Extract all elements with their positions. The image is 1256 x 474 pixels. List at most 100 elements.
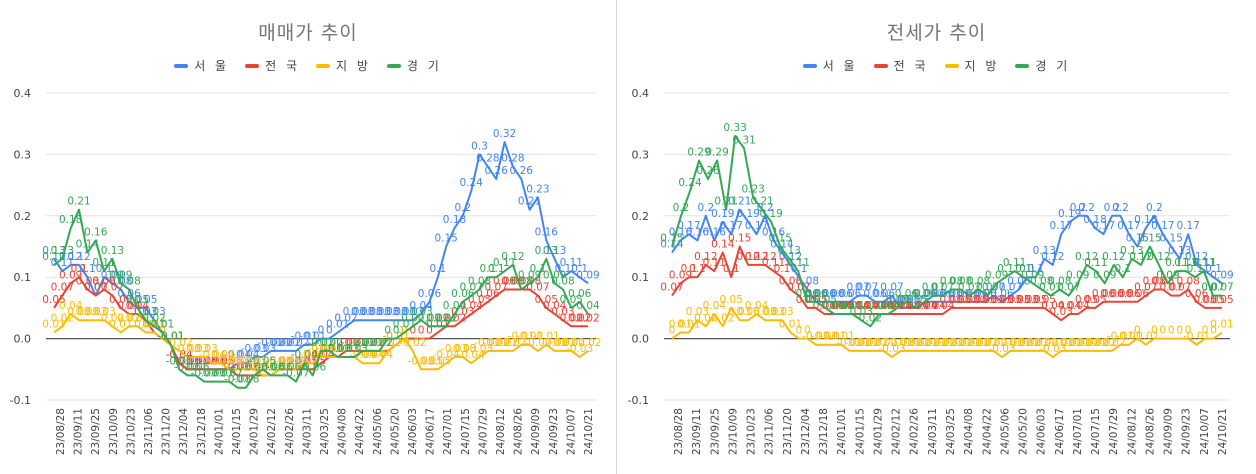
data-label: -0.02 — [1005, 337, 1032, 349]
data-label: -0.01 — [811, 331, 838, 343]
legend-item-전국[interactable]: 전 국 — [245, 57, 300, 74]
data-label: 0.01 — [109, 318, 132, 330]
x-tick-label: 24/08/26 — [513, 408, 525, 455]
legend-item-경기[interactable]: 경 기 — [386, 57, 442, 74]
data-label: 0 — [804, 325, 811, 337]
legend-item-전국[interactable]: 전 국 — [873, 57, 929, 74]
x-tick-label: 23/08/28 — [673, 408, 685, 455]
x-tick-label: 24/09/23 — [548, 408, 560, 455]
data-label: 0.1 — [480, 263, 497, 275]
data-label: 0.02 — [859, 312, 882, 324]
data-label: 0.06 — [418, 288, 442, 300]
data-label: 0.15 — [660, 233, 683, 245]
y-tick-label: 0.1 — [632, 271, 650, 284]
data-label: 0.07 — [1039, 282, 1062, 294]
data-label: 0.26 — [510, 165, 534, 177]
data-label: 0.17 — [1117, 220, 1140, 232]
data-label: -0.01 — [828, 331, 855, 343]
data-label: 0.05 — [1210, 294, 1233, 306]
data-label: 0.03 — [376, 306, 399, 318]
legend-item-지방[interactable]: 지 방 — [316, 57, 371, 74]
data-label: 0.26 — [696, 165, 720, 177]
data-label: 0.18 — [1134, 214, 1157, 226]
data-label: 0.1 — [488, 263, 505, 275]
data-label: 0.06 — [830, 288, 854, 300]
x-tick-label: 23/12/18 — [196, 408, 208, 455]
data-label: -0.05 — [274, 355, 301, 367]
data-label: 0.07 — [976, 282, 999, 294]
data-label: -0.01 — [508, 331, 535, 343]
data-label: 0.1 — [774, 263, 791, 275]
data-label: 0.32 — [493, 128, 516, 140]
data-label: 0.05 — [814, 294, 837, 306]
data-label: 0.06 — [923, 288, 947, 300]
data-label: -0.06 — [266, 361, 293, 373]
data-label: -0.03 — [182, 343, 209, 355]
data-label: 0.04 — [923, 300, 947, 312]
data-label: 0.03 — [368, 306, 391, 318]
data-label: 0.07 — [931, 282, 954, 294]
data-label: 0.12 — [1075, 251, 1098, 263]
data-label: 0.21 — [714, 196, 737, 208]
data-label: -0.03 — [1039, 343, 1066, 355]
x-tick-label: 24/10/21 — [1217, 408, 1229, 455]
legend-item-서울[interactable]: 서 울 — [174, 57, 229, 74]
x-tick-label: 23/11/20 — [782, 408, 794, 455]
x-tick-label: 23/10/23 — [125, 408, 137, 455]
data-label: -0.02 — [1098, 337, 1125, 349]
data-label: -0.02 — [1090, 337, 1117, 349]
data-label: -0.06 — [241, 361, 268, 373]
data-label: 0.06 — [872, 288, 896, 300]
data-label: 0.11 — [1192, 257, 1215, 269]
data-label: 0.08 — [949, 275, 972, 287]
data-label: 0.06 — [1117, 288, 1141, 300]
data-label: 0.2 — [454, 202, 471, 214]
data-label: 0.2 — [1070, 202, 1087, 214]
data-label: -0.02 — [845, 337, 872, 349]
data-label: 0.09 — [985, 269, 1008, 281]
data-label: 0.02 — [426, 312, 449, 324]
legend-item-경기[interactable]: 경 기 — [1015, 57, 1070, 74]
data-label: 0.1 — [1205, 263, 1222, 275]
data-label: 0.28 — [501, 153, 524, 165]
data-label: -0.02 — [274, 337, 301, 349]
data-label: -0.03 — [316, 343, 343, 355]
data-label: -0.04 — [232, 349, 259, 361]
data-label: 0.06 — [948, 288, 972, 300]
x-tick-label: 24/07/15 — [1090, 408, 1102, 455]
data-label: 0.01 — [393, 318, 416, 330]
x-tick-label: 24/03/25 — [319, 408, 331, 455]
data-label: -0.01 — [819, 331, 846, 343]
data-label: -0.06 — [257, 361, 284, 373]
data-label: 0.05 — [1016, 294, 1039, 306]
data-label: -0.02 — [357, 337, 384, 349]
data-label: 0.06 — [838, 288, 862, 300]
data-label: 0.05 — [956, 294, 979, 306]
data-label: -0.05 — [232, 355, 259, 367]
data-label: -0.02 — [349, 337, 376, 349]
legend-item-지방[interactable]: 지 방 — [944, 57, 1000, 74]
data-label: 0.09 — [1156, 269, 1179, 281]
data-label: -0.02 — [997, 337, 1024, 349]
data-label: 0.03 — [393, 306, 416, 318]
data-label: 0.07 — [459, 282, 482, 294]
x-tick-label: 24/08/12 — [1126, 408, 1138, 455]
data-label: 0 — [796, 325, 803, 337]
data-label: -0.02 — [963, 337, 990, 349]
data-label: 0.1 — [79, 263, 96, 275]
series-line-경기 — [671, 135, 1222, 328]
data-label: 0.17 — [1050, 220, 1073, 232]
data-label: 0.12 — [42, 251, 65, 263]
data-label: 0.17 — [1151, 220, 1174, 232]
legend-item-서울[interactable]: 서 울 — [802, 57, 858, 74]
data-label: 0.11 — [703, 257, 726, 269]
legend-label: 경 기 — [406, 59, 442, 73]
legend-label: 지 방 — [964, 59, 1000, 73]
chart-panel-sales: 매매가 추이 서 울 전 국 지 방 경 기 -0.1 0.0 0.1 0.2 0.3 0.4 2… — [0, 0, 617, 474]
data-label: 0.09 — [109, 269, 132, 281]
data-label: 0.01 — [42, 318, 65, 330]
data-label: 0.04 — [459, 300, 483, 312]
data-label: -0.02 — [921, 337, 948, 349]
data-label: 0.1 — [723, 263, 740, 275]
data-label: 0.03 — [551, 306, 574, 318]
